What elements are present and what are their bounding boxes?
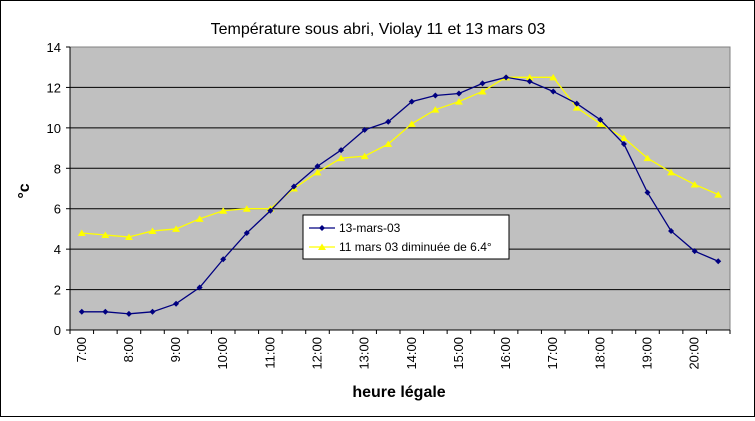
y-tick-label: 14 bbox=[47, 40, 61, 55]
data-point-1-14 bbox=[407, 120, 416, 127]
data-point-1-12 bbox=[360, 152, 369, 160]
data-point-1-4 bbox=[172, 225, 181, 232]
data-point-1-17 bbox=[478, 87, 487, 95]
data-point-0-6 bbox=[220, 256, 227, 263]
legend-marker-13-mars bbox=[319, 225, 325, 231]
y-tick-label: 6 bbox=[54, 202, 61, 217]
y-tick-label: 4 bbox=[54, 242, 61, 257]
y-axis: 0 2 4 6 8 10 12 14 bbox=[47, 40, 71, 338]
data-point-1-7 bbox=[242, 205, 251, 212]
x-tick-label: 7:00 bbox=[74, 337, 89, 362]
x-tick-label: 20:00 bbox=[687, 337, 702, 370]
legend: 13-mars-03 11 mars 03 diminuée de 6.4° bbox=[302, 214, 510, 260]
plot-area bbox=[69, 46, 731, 331]
data-point-0-7 bbox=[243, 229, 250, 236]
chart-title: Température sous abri, Violay 11 et 13 m… bbox=[211, 21, 546, 38]
data-point-0-16 bbox=[455, 90, 462, 97]
data-point-0-9 bbox=[290, 183, 297, 190]
x-tick-label: 11:00 bbox=[262, 337, 277, 369]
data-point-1-27 bbox=[714, 191, 723, 198]
data-point-0-13 bbox=[385, 118, 392, 125]
data-point-0-10 bbox=[314, 163, 321, 170]
data-point-0-19 bbox=[526, 78, 533, 85]
data-point-1-5 bbox=[195, 215, 204, 222]
y-tick-label: 12 bbox=[47, 80, 61, 95]
data-point-0-11 bbox=[338, 147, 345, 154]
data-point-1-0 bbox=[77, 229, 86, 236]
data-point-1-6 bbox=[219, 207, 228, 214]
x-axis: 7:00 8:00 9:00 10:00 11:00 12:00 13:00 14:00 15:… bbox=[69, 329, 731, 370]
data-point-0-3 bbox=[149, 308, 156, 315]
data-point-0-24 bbox=[644, 189, 651, 196]
data-point-1-25 bbox=[667, 168, 676, 176]
data-point-0-26 bbox=[691, 248, 698, 255]
data-point-0-20 bbox=[550, 88, 557, 95]
data-point-0-23 bbox=[620, 141, 627, 148]
data-point-0-5 bbox=[196, 284, 203, 291]
data-point-1-13 bbox=[384, 140, 393, 148]
x-tick-label: 10:00 bbox=[215, 337, 230, 370]
data-point-0-21 bbox=[573, 100, 580, 107]
data-point-0-12 bbox=[361, 126, 368, 133]
y-tick-label: 10 bbox=[47, 121, 61, 136]
data-point-0-8 bbox=[267, 207, 274, 214]
data-point-1-26 bbox=[690, 180, 699, 188]
x-tick-label: 13:00 bbox=[357, 337, 372, 370]
data-point-0-25 bbox=[668, 227, 675, 234]
x-tick-label: 9:00 bbox=[168, 337, 183, 362]
data-point-0-4 bbox=[173, 300, 180, 307]
data-point-0-18 bbox=[503, 74, 510, 81]
data-point-1-19 bbox=[525, 73, 534, 81]
data-point-1-1 bbox=[101, 231, 110, 238]
data-point-1-11 bbox=[337, 154, 346, 162]
x-tick-label: 16:00 bbox=[498, 337, 513, 370]
data-point-1-3 bbox=[148, 227, 157, 234]
data-point-1-10 bbox=[313, 168, 322, 176]
data-point-1-16 bbox=[454, 98, 463, 105]
x-axis-title: heure légale bbox=[352, 384, 445, 401]
y-tick-label: 0 bbox=[54, 323, 61, 338]
y-axis-title: °c bbox=[16, 183, 33, 198]
legend-marker-11-mars bbox=[318, 243, 326, 250]
data-point-0-17 bbox=[479, 80, 486, 87]
x-tick-label: 19:00 bbox=[640, 337, 655, 370]
data-point-0-1 bbox=[102, 308, 109, 315]
data-point-1-22 bbox=[596, 120, 605, 127]
data-point-0-15 bbox=[432, 92, 439, 99]
y-tick-label: 2 bbox=[54, 283, 61, 298]
data-point-0-27 bbox=[715, 258, 722, 265]
series-layer bbox=[77, 73, 723, 317]
data-point-1-21 bbox=[572, 104, 581, 111]
grid-lines bbox=[70, 86, 730, 291]
legend-label-11-mars: 11 mars 03 diminuée de 6.4° bbox=[339, 240, 492, 254]
series-line-0 bbox=[81, 76, 719, 315]
x-tick-label: 17:00 bbox=[545, 337, 560, 370]
data-point-1-20 bbox=[549, 73, 558, 81]
data-point-0-0 bbox=[78, 308, 85, 315]
legend-box bbox=[302, 214, 510, 260]
legend-label-13-mars: 13-mars-03 bbox=[339, 221, 401, 235]
x-tick-label: 12:00 bbox=[310, 337, 325, 370]
x-tick-label: 14:00 bbox=[404, 337, 419, 370]
y-tick-label: 8 bbox=[54, 161, 61, 176]
data-point-0-14 bbox=[408, 98, 415, 105]
x-tick-label: 15:00 bbox=[451, 337, 466, 370]
series-line-1 bbox=[81, 76, 719, 238]
x-tick-label: 8:00 bbox=[121, 337, 136, 362]
data-point-0-22 bbox=[597, 116, 604, 123]
data-point-1-2 bbox=[124, 233, 133, 241]
data-point-1-24 bbox=[643, 154, 652, 162]
x-tick-label: 18:00 bbox=[592, 337, 607, 370]
data-point-0-2 bbox=[125, 310, 132, 317]
data-point-1-23 bbox=[619, 134, 628, 141]
data-point-1-15 bbox=[431, 106, 440, 113]
